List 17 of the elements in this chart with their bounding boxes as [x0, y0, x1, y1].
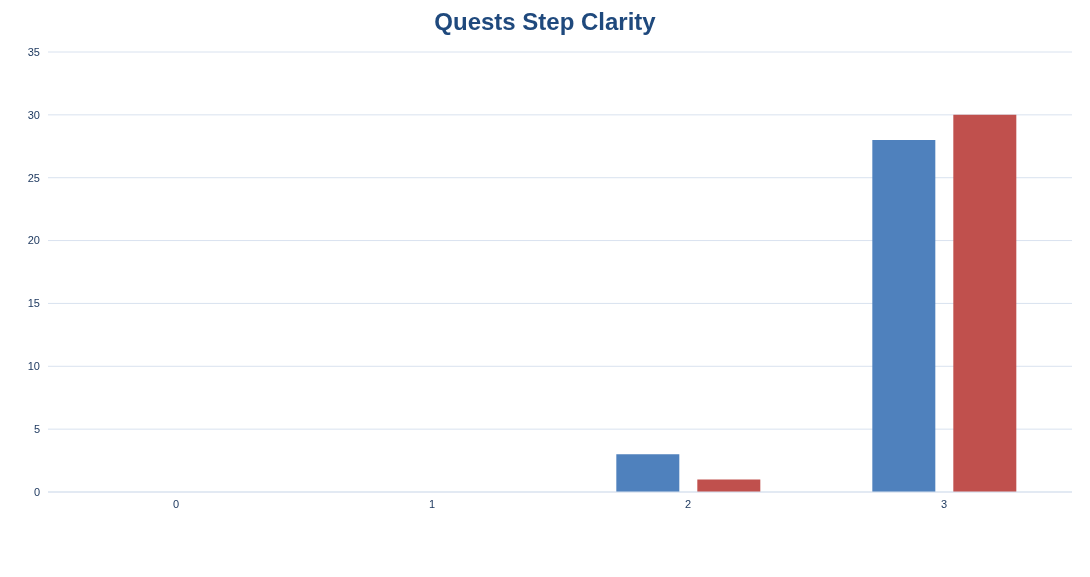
bar [697, 479, 761, 492]
bar [872, 140, 936, 492]
x-tick-label: 3 [940, 497, 948, 510]
bar [953, 114, 1017, 492]
bar [616, 454, 680, 492]
y-tick-label: 10 [27, 360, 40, 373]
x-tick-label: 1 [428, 497, 436, 510]
y-tick-label: 25 [27, 171, 40, 184]
y-tick-label: 5 [33, 423, 40, 436]
x-tick-label: 0 [172, 497, 180, 510]
x-tick-label: 2 [684, 497, 692, 510]
chart-title: Quests Step Clarity [433, 8, 657, 37]
y-tick-label: 30 [27, 108, 40, 121]
y-tick-label: 0 [33, 485, 40, 498]
y-tick-label: 35 [27, 45, 40, 58]
y-tick-label: 20 [27, 234, 40, 247]
y-tick-label: 15 [27, 297, 40, 310]
